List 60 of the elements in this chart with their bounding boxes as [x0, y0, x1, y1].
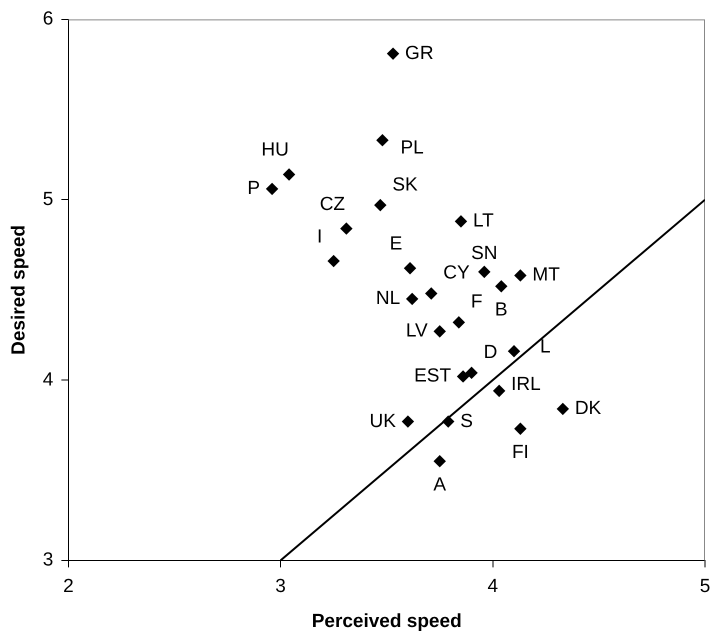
series-label: L	[540, 336, 551, 358]
series-label: LT	[472, 210, 494, 232]
series-label: DK	[574, 398, 602, 420]
point	[493, 384, 506, 397]
series-label: IRL	[511, 374, 541, 396]
point	[508, 345, 520, 358]
x-tick-label: 5	[700, 576, 710, 598]
series-label: UK	[370, 410, 396, 432]
x-tick-label: 3	[275, 576, 286, 598]
series-label: MT	[532, 264, 560, 286]
series-label: E	[390, 233, 402, 254]
series-label: CZ	[320, 194, 346, 215]
series-label: NL	[376, 288, 400, 310]
y-tick-label: 5	[42, 188, 54, 210]
point	[457, 370, 470, 382]
series-label: S	[460, 410, 473, 432]
x-axis-title: Perceived speed	[312, 610, 462, 632]
x-tick-label: 4	[488, 576, 498, 598]
y-tick-label: 6	[42, 8, 54, 30]
series-label: LV	[406, 320, 428, 342]
series-label: D	[484, 342, 498, 364]
x-tick-label: 2	[63, 576, 74, 598]
point	[434, 455, 446, 468]
point	[514, 422, 526, 435]
point	[466, 366, 478, 379]
point	[283, 168, 296, 180]
y-tick-label: 4	[42, 369, 54, 390]
point	[452, 316, 465, 328]
series-label: PL	[400, 137, 424, 158]
point	[340, 222, 352, 235]
point	[266, 182, 278, 195]
y-axis-title: Desired speed	[8, 224, 30, 355]
point	[328, 255, 340, 268]
series-label: HU	[261, 140, 289, 161]
point	[442, 416, 454, 428]
series-label: FI	[512, 442, 529, 463]
point	[406, 292, 418, 305]
series-label: GR	[405, 42, 434, 64]
series-label: I	[316, 226, 322, 248]
series-label: F	[470, 292, 482, 313]
series-label: CY	[443, 262, 470, 284]
point	[434, 325, 446, 338]
point	[387, 48, 400, 60]
point	[478, 266, 490, 278]
series-label: A	[433, 474, 446, 496]
point	[556, 402, 569, 415]
point	[374, 199, 386, 212]
point	[404, 262, 416, 274]
series-label: EST	[414, 366, 452, 387]
series-label: P	[247, 178, 260, 200]
point	[514, 269, 526, 282]
series-label: SN	[471, 243, 498, 264]
y-tick-label: 3	[42, 550, 54, 571]
point	[454, 215, 467, 228]
point	[402, 416, 414, 428]
point	[376, 134, 388, 146]
point	[495, 280, 508, 292]
series-label: SK	[392, 174, 418, 196]
point	[425, 288, 438, 300]
series-label: B	[494, 300, 508, 321]
